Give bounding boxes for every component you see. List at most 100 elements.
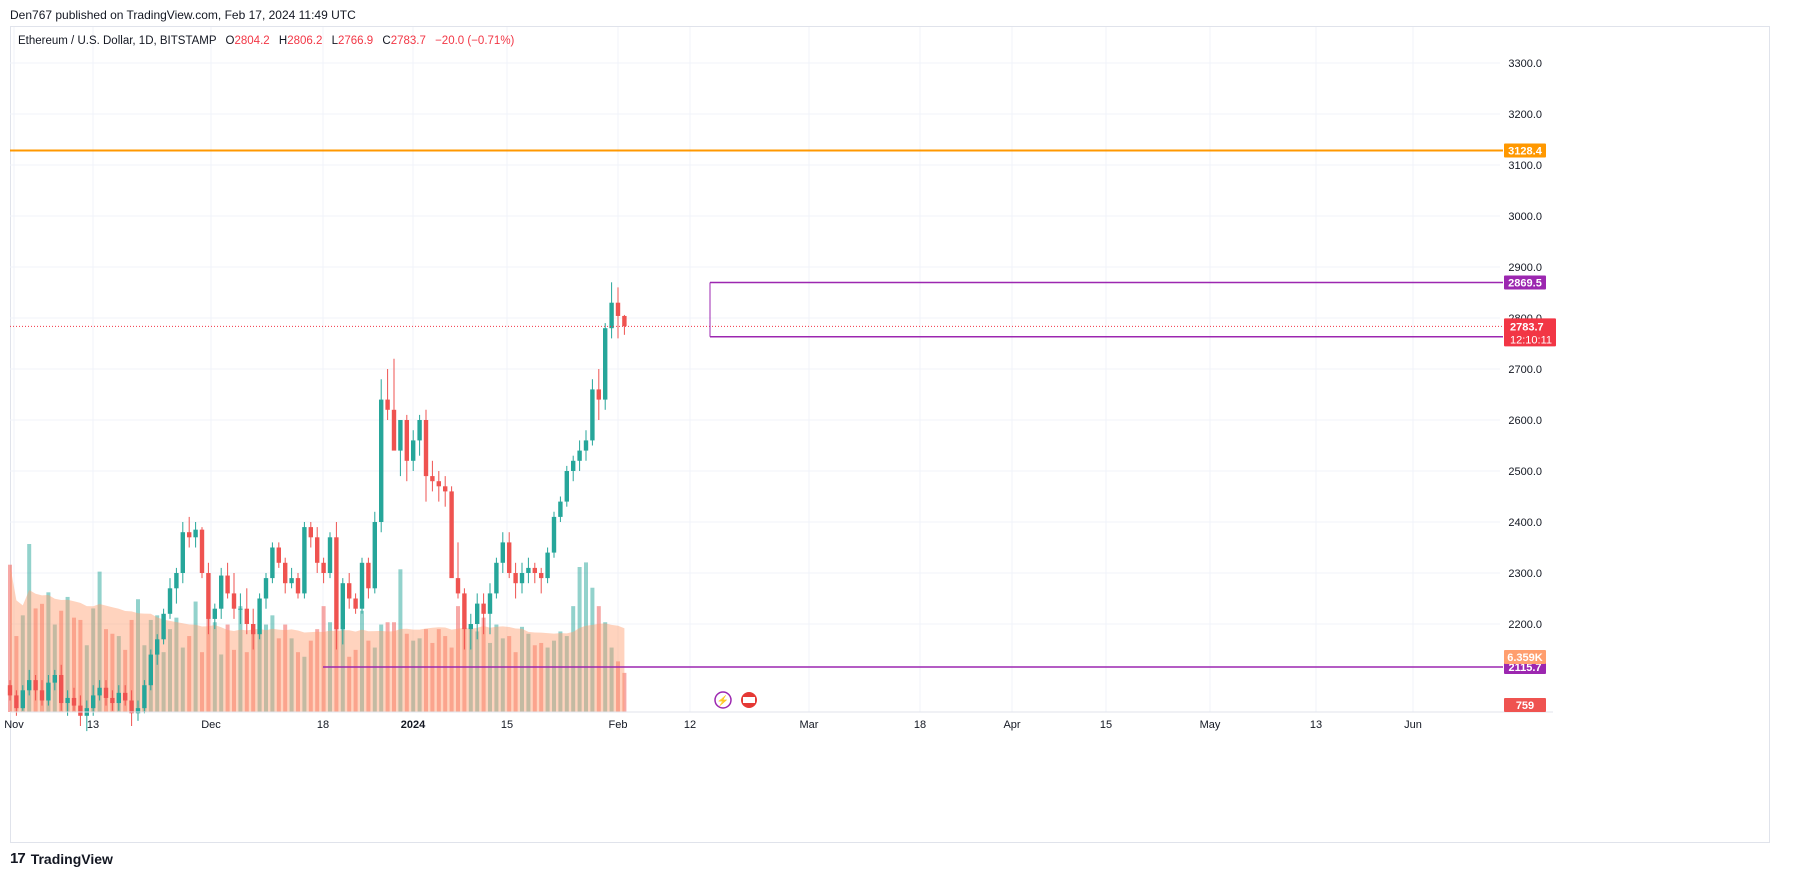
candle-body (372, 522, 377, 589)
candle-body (532, 567, 537, 573)
volume-bar (308, 640, 313, 712)
candle-body (500, 542, 505, 563)
candle-body (167, 588, 173, 614)
candle-body (33, 680, 38, 691)
candle-body (315, 537, 320, 563)
candle-body (199, 529, 205, 573)
open-key: O (225, 35, 235, 47)
candle-body (615, 302, 621, 316)
volume-bar (200, 652, 204, 712)
candle-body (225, 575, 230, 594)
level-badge: 2869.5 (1508, 278, 1542, 290)
volume-bar (33, 608, 38, 712)
volume-bar (577, 567, 582, 712)
volume-bar (123, 649, 128, 712)
volume-bar (296, 652, 300, 712)
volume-bar (616, 661, 620, 712)
candle-body (129, 700, 134, 714)
volume-ma-badge: 6.359K (1507, 652, 1543, 664)
volume-bar (238, 606, 243, 712)
x-tick-label: 18 (317, 719, 329, 731)
candle-body (135, 708, 141, 714)
volume-bar (52, 624, 57, 712)
brand-name: TradingView (30, 850, 113, 867)
volume-bar (40, 603, 44, 712)
candle-body (231, 593, 237, 609)
candle-body (417, 420, 422, 441)
candle-body (142, 685, 147, 709)
volume-bar (545, 647, 550, 712)
volume-bar (116, 636, 121, 712)
y-tick-label: 2900.0 (1508, 262, 1542, 274)
volume-bar (136, 599, 140, 712)
x-tick-label: Feb (609, 719, 628, 731)
candle-body (391, 409, 397, 451)
candle-body (20, 690, 25, 709)
volume-bar (84, 645, 89, 712)
candle-body (123, 692, 128, 701)
volume-bar (552, 640, 556, 712)
candle-body (327, 537, 333, 573)
candle-body (519, 573, 525, 584)
horizontal-levels (10, 149, 1503, 668)
candle-body (545, 552, 550, 579)
volume-bar (494, 624, 499, 712)
candle-body (583, 440, 589, 451)
y-tick-label: 3200.0 (1508, 109, 1542, 121)
volume-bar (526, 633, 531, 712)
volume-bar (289, 638, 294, 712)
candle-body (148, 654, 153, 686)
volume-bar (424, 629, 428, 712)
volume-bar (206, 613, 211, 712)
candle-body (59, 675, 64, 704)
current-price-badge: 2783.7 (1510, 321, 1544, 333)
x-tick-label: May (1200, 719, 1221, 731)
candle-body (155, 639, 160, 655)
volume-bar (27, 544, 32, 712)
volume-bar (590, 587, 595, 712)
candle-body (577, 450, 582, 461)
volume-bar (564, 636, 569, 712)
volume-ma-badge-bg (1504, 650, 1546, 664)
candle-body (116, 692, 121, 704)
volume-bar (78, 619, 83, 712)
candle-body (353, 598, 358, 609)
candle-body (212, 608, 217, 619)
y-tick-label: 2300.0 (1508, 568, 1542, 580)
volume-bar (72, 617, 76, 712)
candle-body (206, 573, 211, 619)
volume-bar (513, 652, 518, 712)
volume-bar (65, 596, 70, 712)
volume-badge-bg (1504, 698, 1546, 712)
tradingview-logo[interactable]: 17 TradingView (10, 850, 113, 867)
volume-bar (142, 645, 147, 712)
candle-body (187, 532, 192, 538)
candle-body (71, 697, 77, 706)
volume-bar (168, 629, 172, 712)
candle-body (513, 573, 518, 584)
y-tick-label: 2500.0 (1508, 466, 1542, 478)
publisher-line: Den767 published on TradingView.com, Feb… (10, 8, 356, 22)
candle-body (449, 491, 454, 579)
candle-body (103, 687, 109, 698)
candle-body (91, 695, 96, 709)
volume-bar (59, 610, 64, 712)
volume-bar (584, 562, 588, 712)
volume-bar (244, 652, 249, 712)
volume-bar (180, 647, 185, 712)
volume-bar (449, 647, 454, 712)
candle-body (596, 389, 601, 400)
candle-body (475, 603, 480, 624)
change-value: −20.0 (−0.71%) (435, 35, 515, 47)
candle-body (590, 389, 595, 441)
countdown-badge: 12:10:11 (1510, 334, 1552, 346)
candle-body (7, 685, 13, 696)
volume-bar (558, 631, 563, 712)
volume-bar (379, 624, 384, 712)
close-value: 2783.7 (390, 35, 426, 47)
level-badge-bg (1504, 275, 1546, 290)
candle-body (366, 562, 371, 589)
candle-body (347, 583, 352, 599)
level-badge-bg (1504, 143, 1546, 158)
